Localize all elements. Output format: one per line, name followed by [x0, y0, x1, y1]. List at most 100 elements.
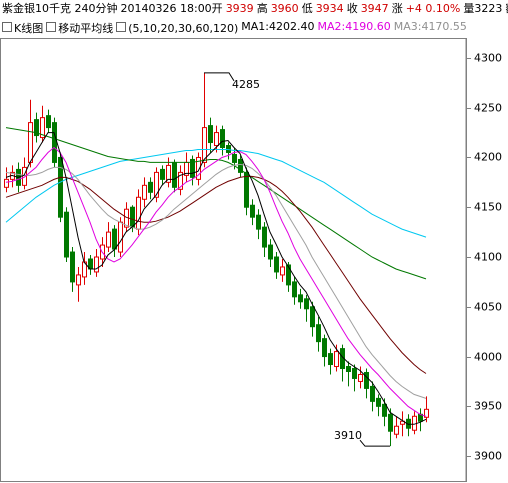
header-item: MA2:4190.60 — [318, 18, 391, 36]
quote-header: 紫金银10千克 240分钟 20140326 18:00开 3939 高 3960 低 39… — [2, 0, 508, 18]
annotation-line — [204, 72, 235, 82]
candle-body — [232, 153, 237, 163]
candle-body — [394, 425, 399, 435]
moving-average-line — [5, 175, 427, 374]
candle-body — [172, 161, 177, 188]
header-item: 紫金银10千克 240分钟 — [2, 0, 118, 18]
candle-body — [118, 221, 123, 253]
candle-body — [94, 256, 99, 273]
candle-body — [262, 226, 267, 248]
header-text: 20140326 18:00开 — [120, 2, 223, 15]
candle-body — [64, 211, 69, 258]
header-item: 20140326 18:00开 — [121, 0, 223, 18]
header-item: 3934 — [316, 0, 344, 18]
header-item: +4 0.10% — [406, 0, 461, 18]
header-item: 低 — [302, 0, 313, 18]
header-text: 低 — [301, 2, 313, 15]
header-item: 高 — [257, 0, 268, 18]
candle-body — [376, 397, 381, 407]
header-text: 3960 — [270, 2, 299, 15]
annotation-label: 4285 — [232, 78, 260, 91]
candle-body — [148, 181, 153, 193]
header-item: 涨 — [392, 0, 403, 18]
candle-body — [250, 204, 255, 218]
header-item: 收 — [347, 0, 358, 18]
candle-body — [370, 385, 375, 402]
candle-body — [274, 256, 279, 273]
header-item: MA3:4170.55 — [394, 18, 467, 36]
candle-body — [178, 171, 183, 190]
candle-body — [112, 228, 117, 250]
candle-body — [166, 164, 171, 183]
header-item: MA1:4202.40 — [241, 18, 314, 36]
moving-average-line — [5, 146, 427, 417]
header-item: 量3223 — [463, 0, 502, 18]
candle-body — [346, 366, 351, 372]
y-tick-label: 4050 — [474, 301, 502, 314]
header-text: 移动平均线 — [58, 22, 114, 35]
candle-body — [70, 251, 75, 283]
toggle-box[interactable] — [116, 22, 127, 32]
candle-body — [358, 373, 363, 382]
candle-body — [292, 281, 297, 298]
header-item[interactable]: 移动平均线 — [46, 18, 113, 36]
y-tick-label: 3950 — [474, 400, 502, 413]
header-text: 3939 — [225, 2, 254, 15]
candle-body — [388, 413, 393, 432]
candle-body — [106, 231, 111, 248]
candle-body — [52, 122, 57, 163]
candle-body — [46, 115, 51, 129]
candle-body — [364, 371, 369, 389]
header-item[interactable]: K线图 — [2, 18, 43, 36]
candles — [6, 72, 427, 447]
candle-body — [280, 266, 285, 276]
y-tick-label: 4100 — [474, 251, 502, 264]
header-text: +4 0.10% — [405, 2, 461, 15]
candle-body — [298, 294, 303, 303]
candle-body — [34, 119, 39, 137]
moving-average-line — [5, 163, 427, 399]
candle-body — [142, 184, 147, 200]
candle-body — [268, 244, 273, 260]
candle-body — [4, 178, 9, 188]
candle-body — [160, 168, 165, 180]
y-tick-label: 4250 — [474, 102, 502, 115]
candle-body — [244, 171, 249, 208]
toggle-box[interactable] — [2, 22, 12, 32]
moving-average-line — [5, 149, 427, 238]
toggle-box[interactable] — [46, 22, 57, 32]
header-text: 紫金银10千克 240分钟 — [2, 2, 118, 15]
header-text: 额1 — [505, 2, 508, 15]
header-item[interactable]: (5,10,20,30,60,120) — [116, 18, 238, 36]
candle-body — [208, 125, 213, 144]
annotation-label: 3910 — [334, 429, 362, 442]
candle-body — [130, 206, 135, 228]
header-text: 3947 — [360, 2, 389, 15]
candle-body — [328, 353, 333, 366]
candle-body — [316, 324, 321, 343]
y-tick-label: 4150 — [474, 201, 502, 214]
candle-body — [238, 158, 243, 173]
header-item: 3947 — [361, 0, 389, 18]
candle-body — [202, 127, 207, 163]
candle-body — [286, 264, 291, 286]
candle-body — [310, 306, 315, 328]
candle-body — [40, 117, 45, 139]
header-item: 额1 — [505, 0, 508, 18]
header-text: 高 — [256, 2, 268, 15]
candle-body — [190, 158, 195, 178]
header-item: 3939 — [226, 0, 254, 18]
candle-body — [334, 351, 339, 368]
candle-body — [214, 132, 219, 147]
candle-body — [256, 214, 261, 230]
header-text: MA2:4190.60 — [317, 20, 391, 33]
candle-body — [424, 408, 429, 418]
candle-body — [136, 196, 141, 230]
header-text: 收 — [346, 2, 358, 15]
header-text: 3934 — [315, 2, 344, 15]
y-tick-label: 4000 — [474, 351, 502, 364]
indicator-header: K线图 移动平均线 (5,10,20,30,60,120) MA1:4202.40 MA… — [2, 18, 467, 36]
candle-body — [76, 274, 81, 286]
